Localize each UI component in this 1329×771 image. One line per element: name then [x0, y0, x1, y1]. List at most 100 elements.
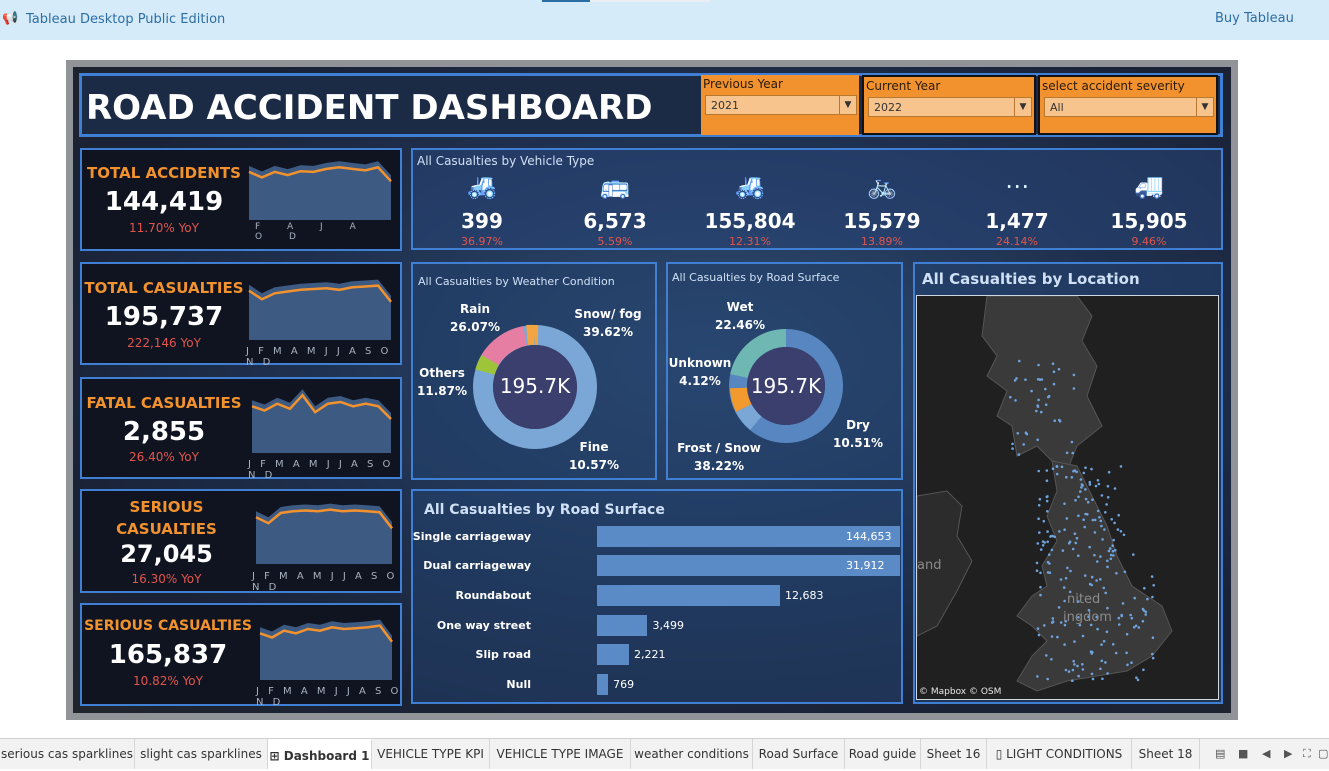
casualty-dot [1120, 530, 1123, 533]
casualty-dot [1152, 584, 1155, 587]
bar-value-label: 2,221 [634, 648, 666, 661]
casualty-dot [1009, 396, 1012, 399]
kpi-title: TOTAL CASUALTIES [84, 279, 244, 297]
casualty-dot [1118, 623, 1121, 626]
buy-tableau-link[interactable]: Buy Tableau [1215, 11, 1294, 26]
casualty-dot [1053, 371, 1056, 374]
casualty-dot [1038, 634, 1041, 637]
casualty-dot [1058, 606, 1061, 609]
sheet-tab[interactable]: Road Surface [753, 739, 845, 769]
casualty-dot [1092, 519, 1095, 522]
bar[interactable] [597, 615, 647, 636]
casualty-dot [1035, 410, 1038, 413]
sheet-tab[interactable]: weather conditions [631, 739, 753, 769]
casualty-dot [1115, 652, 1118, 655]
weather-title: All Casualties by Weather Condition [418, 275, 615, 288]
next-icon[interactable]: ▶ [1284, 747, 1292, 760]
weather-label-name: Rain [460, 302, 490, 316]
vehicle-type-pct: 24.14% [962, 235, 1072, 248]
location-map[interactable]: and nited ingdom [916, 295, 1219, 700]
casualty-dot [1011, 447, 1014, 450]
casualty-dot [1104, 592, 1107, 595]
road-surface-bar-title: All Casualties by Road Surface [424, 502, 665, 518]
bar-value-label: 3,499 [652, 619, 684, 632]
chevron-down-icon[interactable]: ▼ [1196, 98, 1213, 116]
casualty-dot [1044, 388, 1047, 391]
casualty-dot [1101, 494, 1104, 497]
casualty-dot [1036, 562, 1039, 565]
sheet-tab[interactable]: slight cas sparklines [135, 739, 268, 769]
toolbar-tab-inactive[interactable] [590, 0, 710, 2]
casualty-dot [1014, 399, 1017, 402]
vehicle-type-title: All Casualties by Vehicle Type [417, 154, 594, 168]
fullscreen-icon[interactable]: ⛶ [1303, 747, 1311, 761]
sheet-tab[interactable]: Sheet 18 [1132, 739, 1200, 769]
casualty-dot [1084, 574, 1087, 577]
casualty-dot [1046, 678, 1049, 681]
sheet-tab-bar: serious cas sparklines slight cas sparkl… [0, 738, 1329, 769]
casualty-dot [1107, 496, 1110, 499]
kpi-value: 195,737 [84, 302, 244, 332]
severity-select[interactable]: All ▼ [1044, 97, 1214, 117]
casualty-dot [1123, 534, 1126, 537]
casualty-dot [1039, 378, 1042, 381]
casualty-dot [1069, 570, 1072, 573]
casualty-dot [1083, 472, 1086, 475]
casualty-dot [1112, 539, 1115, 542]
bar[interactable] [597, 644, 629, 665]
casualty-dot [1100, 525, 1103, 528]
casualty-dot [1113, 522, 1116, 525]
sheet-tab[interactable]: VEHICLE TYPE KPI [372, 739, 490, 769]
casualty-dot [1036, 439, 1039, 442]
chevron-down-icon[interactable]: ▼ [839, 96, 856, 114]
kpi-value: 144,419 [84, 187, 244, 217]
bar[interactable] [597, 674, 608, 695]
sheet-tab[interactable]: Road guide [845, 739, 921, 769]
sheet-tab[interactable]: ▯ LIGHT CONDITIONS [987, 739, 1132, 769]
casualty-dot [1125, 652, 1128, 655]
previous-year-filter: Previous Year 2021 ▼ [701, 75, 859, 135]
filmstrip-icon[interactable]: ▤ [1215, 747, 1225, 760]
casualty-dot [1058, 419, 1061, 422]
sparkline-fatal-casualties [251, 385, 392, 453]
present-icon[interactable]: ▢ [1318, 747, 1328, 760]
casualty-dot [1135, 676, 1138, 679]
casualty-dot [1094, 519, 1097, 522]
casualty-dot [1106, 631, 1109, 634]
current-year-select[interactable]: 2022 ▼ [868, 97, 1032, 117]
casualty-dot [1052, 467, 1055, 470]
casualty-dot [1088, 546, 1091, 549]
sheet-tab[interactable]: serious cas sparklines [0, 739, 135, 769]
casualty-dot [1114, 487, 1117, 490]
bicycle-icon: 🚲 [847, 172, 917, 200]
prev-icon[interactable]: ◀ [1262, 747, 1270, 760]
chevron-down-icon[interactable]: ▼ [1014, 98, 1031, 116]
bar-category-label: Dual carriageway [411, 559, 531, 572]
road-label-pct: 22.46% [715, 318, 765, 332]
bar-category-label: Single carriageway [411, 530, 531, 543]
casualty-dot [1056, 473, 1059, 476]
casualty-dot [1152, 657, 1155, 660]
grid-icon[interactable]: ■ [1238, 747, 1248, 760]
kpi-title: SERIOUS CASUALTIES [84, 496, 249, 540]
casualty-dot [1084, 488, 1087, 491]
sparkline-serious-casualties-2 [259, 612, 393, 680]
casualty-dot [1138, 626, 1141, 629]
casualty-dot [1048, 553, 1051, 556]
toolbar-tab-active[interactable] [542, 0, 590, 2]
sheet-tab[interactable]: VEHICLE TYPE IMAGE [490, 739, 631, 769]
previous-year-select[interactable]: 2021 ▼ [705, 95, 857, 115]
casualty-dot [1124, 571, 1127, 574]
casualty-dot [1081, 484, 1084, 487]
tractor-icon: 🚜 [715, 172, 785, 200]
bar[interactable] [597, 585, 780, 606]
sparkline-area [252, 389, 391, 453]
sheet-tab[interactable]: Sheet 16 [921, 739, 987, 769]
sheet-tab-active[interactable]: ⊞ Dashboard 1 [268, 739, 372, 769]
sparkline-months: J F M A M J J A S O N D [246, 346, 398, 368]
kpi-yoy: 16.30% YoY [84, 572, 249, 586]
casualty-dot [1111, 544, 1114, 547]
casualty-dot [1130, 661, 1133, 664]
